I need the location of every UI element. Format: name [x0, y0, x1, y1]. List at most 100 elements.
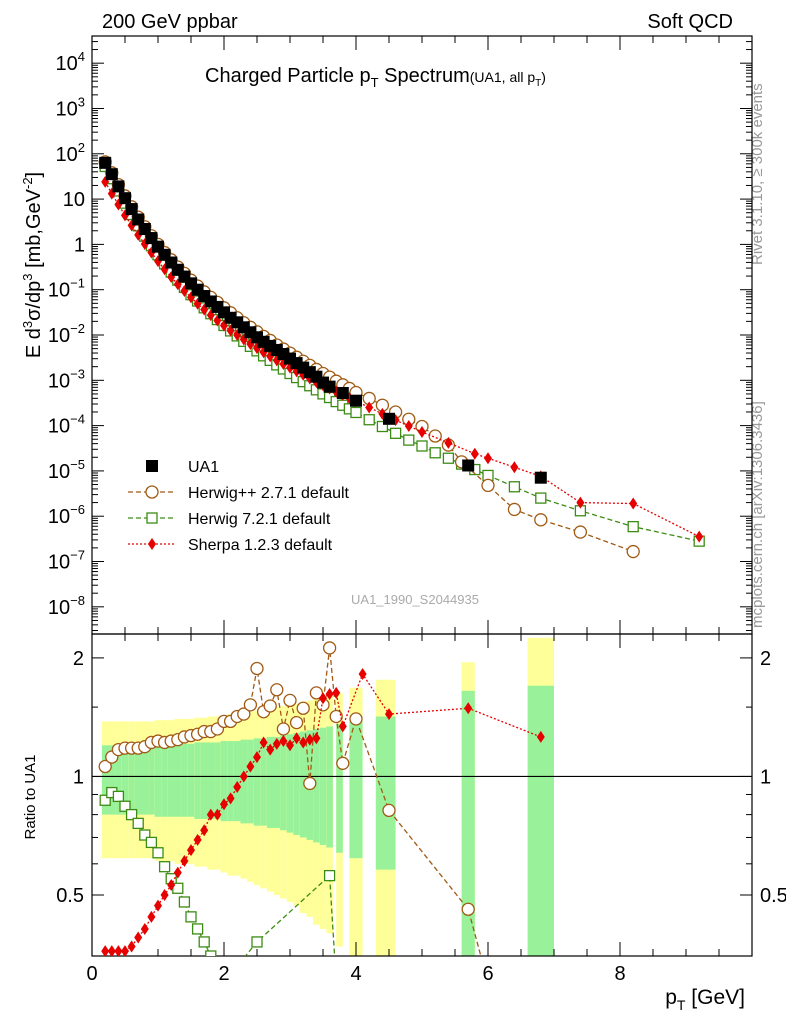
point-herwig-7-2-1-default: [429, 447, 441, 459]
ratio-band-inner: [527, 685, 554, 956]
ratio-point-sherpa-1-2-3-default: [253, 751, 261, 764]
ratio-point-sherpa-1-2-3-default: [187, 844, 195, 857]
point-ua1: [99, 156, 112, 169]
y-tick-label: 102: [56, 140, 85, 166]
main-panel: 10410310210−110−210−310−410−510−610−710−…: [48, 35, 753, 635]
ylabel-sup2: 3: [20, 273, 35, 280]
ratio-point-sherpa-1-2-3-default: [305, 733, 314, 746]
ratio-band-inner: [141, 745, 149, 815]
legend-marker-sherpa-1-2-3-default: [148, 538, 156, 550]
point-ua1: [132, 213, 145, 226]
point-sherpa-1-2-3-default: [470, 447, 479, 460]
ratio-point-sherpa-1-2-3-default: [134, 931, 143, 944]
series-line-sherpa-1-2-3-default: [104, 181, 700, 538]
ratio-band-inner: [154, 743, 162, 817]
y-tick-label: 1: [74, 234, 85, 256]
ratio-band-inner: [319, 727, 327, 845]
main-ylabel: E d3σ/dp3 [mb,GeV-2]: [20, 172, 45, 358]
ylabel-b: σ/dp: [23, 281, 45, 321]
ratio-point-sherpa-1-2-3-default: [358, 668, 367, 681]
point-sherpa-1-2-3-default: [444, 436, 453, 449]
ratio-band-inner: [200, 742, 208, 819]
ratio-point-sherpa-1-2-3-default: [173, 866, 182, 879]
ratio-y-tick-label: 0.5: [56, 885, 84, 907]
point-herwig-7-2-1-default: [403, 434, 415, 446]
ratio-point-sherpa-1-2-3-default: [312, 732, 321, 745]
ratio-point-sherpa-1-2-3-default: [286, 739, 294, 752]
ratio-point-herwig-7-2-1-default: [178, 896, 191, 908]
ratio-point-herwig-7-2-1-default: [99, 794, 111, 806]
ratio-point-sherpa-1-2-3-default: [147, 910, 156, 923]
y-tick-label: 10−2: [48, 321, 85, 347]
y-tick-label: 104: [56, 49, 85, 75]
ratio-band-inner: [299, 731, 307, 838]
ratio-point-sherpa-1-2-3-default: [233, 781, 242, 794]
ratio-point-sherpa-1-2-3-default: [319, 692, 327, 705]
x-tick-label: 2: [218, 963, 229, 985]
ratio-point-herwig-2-7-1-default: [243, 698, 258, 712]
ratio-point-herwig-7-2-1-default: [112, 790, 125, 803]
ratio-point-sherpa-1-2-3-default: [121, 945, 129, 956]
point-ua1: [119, 192, 131, 205]
point-herwig-2-7-1-default: [481, 478, 495, 493]
ratio-point-sherpa-1-2-3-default: [220, 798, 228, 811]
ratio-point-herwig-7-2-1-default: [205, 950, 217, 956]
ratio-band-inner: [174, 743, 182, 817]
ratio-point-sherpa-1-2-3-default: [160, 888, 169, 901]
ratio-y-tick-label-right: 0.5: [760, 885, 786, 907]
ratio-point-sherpa-1-2-3-default: [226, 792, 235, 805]
y-tick-exp: 4: [78, 49, 85, 64]
ratio-band-inner: [207, 742, 215, 819]
legend-marker-herwig-7-2-1-default: [146, 512, 158, 524]
ratio-point-herwig-7-2-1-default: [191, 923, 204, 935]
ratio-point-herwig-2-7-1-default: [303, 776, 317, 791]
y-tick-label: 10: [63, 189, 85, 211]
point-sherpa-1-2-3-default: [484, 452, 492, 465]
ylabel-a: E d: [23, 328, 45, 358]
y-tick-exp: −7: [70, 548, 85, 563]
ratio-point-sherpa-1-2-3-default: [292, 732, 301, 745]
main-title-note: (UA1, all p: [470, 69, 536, 85]
ratio-point-herwig-2-7-1-default: [461, 902, 475, 916]
ratio-point-herwig-2-7-1-default: [322, 641, 337, 655]
ratio-y-tick-label-right: 1: [760, 766, 771, 788]
y-tick-label: 10−6: [48, 502, 85, 528]
ratio-band-inner: [220, 741, 228, 822]
main-title-note-sub: T: [535, 78, 541, 89]
ratio-band-inner: [121, 745, 129, 815]
point-ua1: [336, 386, 349, 399]
ratio-point-herwig-7-2-1-default: [323, 869, 336, 882]
point-herwig-2-7-1-default: [534, 513, 548, 527]
point-ua1: [112, 180, 125, 193]
main-title-text: Charged Particle p: [205, 65, 371, 87]
ratio-band-inner: [280, 735, 287, 831]
ratio-point-sherpa-1-2-3-default: [325, 687, 334, 700]
main-title-after: Spectrum: [379, 65, 470, 87]
point-ua1: [462, 459, 475, 472]
point-sherpa-1-2-3-default: [404, 420, 413, 433]
ratio-panel: 0 2 4 6 8 0.5 0.5 1 1 2 2: [56, 633, 786, 985]
point-ua1: [125, 203, 138, 216]
point-herwig-2-7-1-default: [573, 525, 588, 539]
ratio-point-sherpa-1-2-3-default: [332, 686, 341, 699]
ratio-point-herwig-7-2-1-default: [198, 936, 210, 948]
ratio-band-inner: [336, 723, 343, 853]
point-sherpa-1-2-3-default: [365, 401, 374, 414]
ratio-point-sherpa-1-2-3-default: [101, 945, 110, 956]
ratio-band-inner: [349, 721, 363, 859]
point-sherpa-1-2-3-default: [510, 461, 519, 474]
point-ua1: [534, 471, 547, 484]
ratio-band-inner: [101, 745, 109, 815]
point-herwig-7-2-1-default: [442, 452, 455, 464]
y-tick-label: 10−5: [48, 457, 85, 483]
point-herwig-7-2-1-default: [350, 406, 362, 419]
y-tick-exp: −4: [70, 412, 85, 427]
point-ua1: [323, 380, 336, 393]
ratio-band-inner: [247, 739, 254, 824]
point-herwig-7-2-1-default: [508, 481, 521, 493]
ratio-point-sherpa-1-2-3-default: [193, 833, 202, 846]
ratio-point-sherpa-1-2-3-default: [239, 770, 248, 783]
x-tick-label: 6: [482, 963, 493, 985]
legend-label-herwig-7-2-1-default: Herwig 7.2.1 default: [188, 511, 331, 528]
